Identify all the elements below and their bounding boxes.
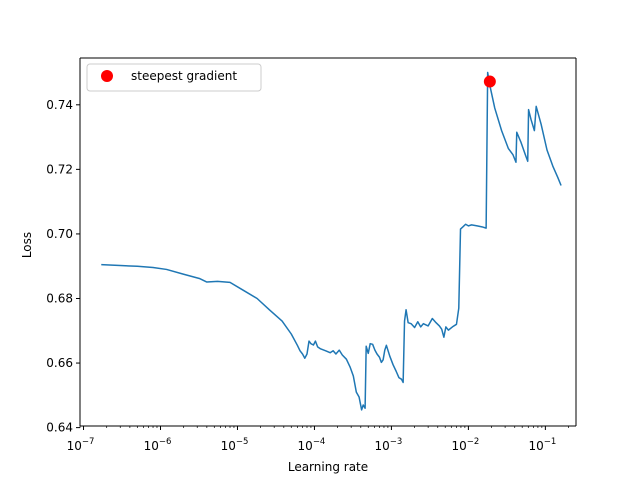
y-tick-label: 0.68 <box>46 291 73 305</box>
x-tick-label: 10−4 <box>298 437 326 453</box>
legend-frame <box>86 63 262 92</box>
steepest-gradient-point <box>483 75 496 88</box>
x-tick-label: 10−7 <box>67 437 95 453</box>
y-tick-label: 0.64 <box>46 421 73 435</box>
legend: steepest gradient <box>86 63 262 92</box>
y-axis-label: Loss <box>20 232 34 258</box>
x-tick-label: 10−3 <box>375 437 403 453</box>
series-line-loss <box>101 71 562 411</box>
x-tick-label: 10−2 <box>451 437 479 453</box>
x-axis-label: Learning rate <box>288 460 368 474</box>
x-tick-label: 10−5 <box>221 437 249 453</box>
y-tick-label: 0.72 <box>46 162 73 176</box>
legend-marker-steepest-gradient <box>101 70 113 82</box>
plot-area <box>101 71 562 411</box>
legend-label-steepest-gradient: steepest gradient <box>131 69 237 83</box>
x-tick-label: 10−6 <box>144 437 172 453</box>
y-tick-label: 0.74 <box>46 98 73 112</box>
y-tick-label: 0.66 <box>46 356 73 370</box>
x-tick-label: 10−1 <box>528 437 556 453</box>
axes: 10−7 10−6 10−5 10−4 10−3 10−2 10−1 0.64 0.66 0.68… <box>46 57 577 453</box>
y-tick-label: 0.70 <box>46 227 73 241</box>
